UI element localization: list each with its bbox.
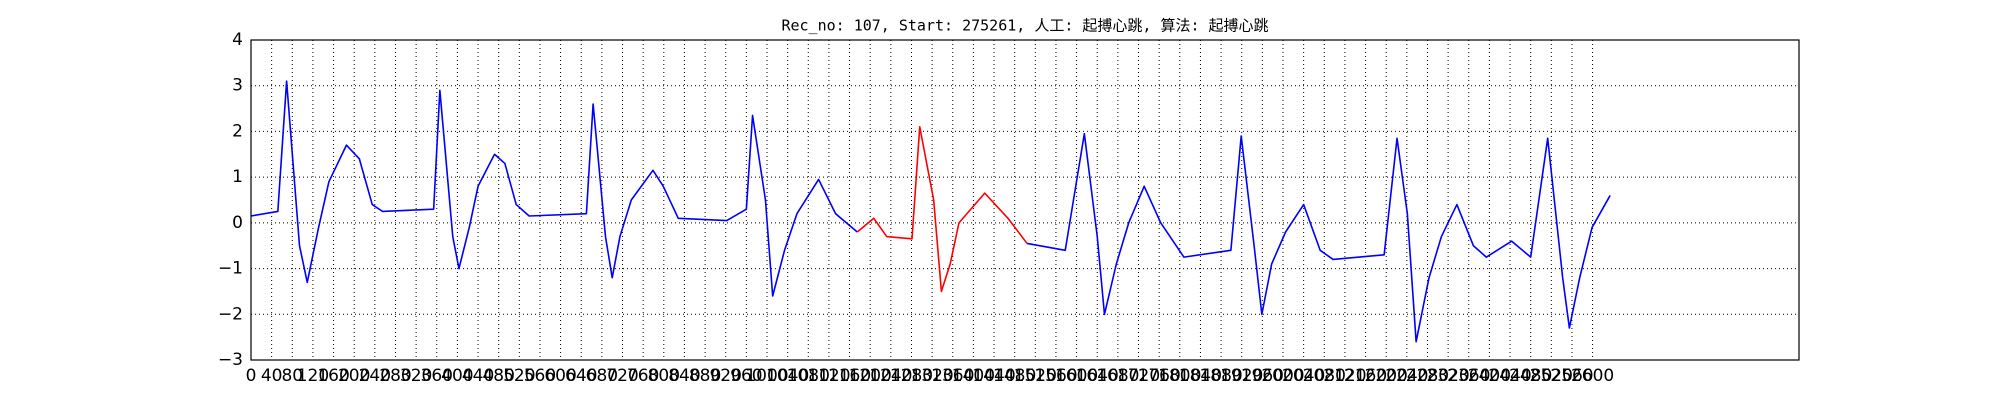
x-tick-label: 2280	[1406, 366, 1449, 386]
x-tick-label: 2080	[1303, 366, 1346, 386]
x-tick-label: 760	[627, 366, 659, 386]
x-tick-label: 2600	[1571, 366, 1614, 386]
plot-frame	[250, 39, 1800, 361]
x-tick-label: 1560	[1034, 366, 1077, 386]
ecg-line	[856, 126, 1028, 293]
x-tick-label: 2360	[1447, 366, 1490, 386]
x-tick-label: 1920	[1220, 366, 1263, 386]
x-tick-label: 1040	[766, 366, 809, 386]
x-tick-label: 880	[689, 366, 721, 386]
x-tick-label: 400	[441, 366, 473, 386]
x-tick-label: 1640	[1076, 366, 1119, 386]
x-tick-label: 1320	[910, 366, 953, 386]
x-tick-label: 680	[586, 366, 618, 386]
x-tick-label: 1080	[787, 366, 830, 386]
x-tick-label: 1960	[1241, 366, 1284, 386]
x-tick-label: 1160	[828, 366, 871, 386]
chart-title: Rec_no: 107, Start: 275261, 人工: 起搏心跳, 算法…	[781, 17, 1268, 35]
x-tick-label: 2240	[1385, 366, 1428, 386]
x-tick-label: 2480	[1509, 366, 1552, 386]
x-tick-label: 2120	[1323, 366, 1366, 386]
x-tick-label: 1480	[993, 366, 1036, 386]
ecg-line	[250, 80, 1611, 343]
x-tick-label: 960	[730, 366, 762, 386]
x-tick-label: 2560	[1550, 366, 1593, 386]
x-tick-label: 2200	[1365, 366, 1408, 386]
x-tick-label: 1200	[849, 366, 892, 386]
x-tick-label: 1600	[1055, 366, 1098, 386]
x-tick-label: 1840	[1179, 366, 1222, 386]
y-tick-label: −1	[218, 259, 243, 279]
x-tick-label: 40	[261, 366, 283, 386]
y-tick-label: −2	[218, 304, 243, 324]
x-tick-label: 640	[565, 366, 597, 386]
y-tick-label: −3	[218, 350, 243, 370]
x-tick-label: 720	[606, 366, 638, 386]
x-tick-label: 1760	[1138, 366, 1181, 386]
x-tick-label: 920	[709, 366, 741, 386]
x-tick-label: 840	[668, 366, 700, 386]
x-tick-label: 2320	[1426, 366, 1469, 386]
x-tick-label: 1880	[1199, 366, 1242, 386]
x-tick-label: 160	[317, 366, 349, 386]
x-tick-label: 1120	[807, 366, 850, 386]
x-tick-label: 2160	[1344, 366, 1387, 386]
x-tick-label: 0	[246, 366, 257, 386]
x-tick-label: 280	[379, 366, 411, 386]
x-tick-label: 1000	[745, 366, 788, 386]
x-tick-label: 360	[421, 366, 453, 386]
y-tick-label: 2	[232, 121, 243, 141]
x-tick-label: 1400	[952, 366, 995, 386]
x-tick-label: 1280	[890, 366, 933, 386]
x-tick-label: 2440	[1488, 366, 1531, 386]
x-tick-label: 560	[524, 366, 556, 386]
x-tick-label: 1680	[1096, 366, 1139, 386]
x-tick-label: 1720	[1117, 366, 1160, 386]
x-tick-label: 1520	[1014, 366, 1057, 386]
x-tick-label: 1440	[972, 366, 1015, 386]
x-tick-label: 1800	[1158, 366, 1201, 386]
x-tick-label: 1360	[931, 366, 974, 386]
x-tick-label: 2000	[1261, 366, 1304, 386]
x-tick-label: 120	[297, 366, 329, 386]
x-tick-label: 800	[648, 366, 680, 386]
x-tick-label: 2400	[1468, 366, 1511, 386]
y-tick-label: 3	[232, 76, 243, 96]
x-tick-label: 440	[462, 366, 494, 386]
x-tick-label: 600	[544, 366, 576, 386]
x-tick-label: 520	[503, 366, 535, 386]
x-tick-label: 1240	[869, 366, 912, 386]
x-tick-label: 320	[400, 366, 432, 386]
y-tick-label: 4	[232, 30, 243, 50]
y-tick-label: 0	[232, 213, 243, 233]
x-tick-label: 2520	[1530, 366, 1573, 386]
y-tick-label: 1	[232, 167, 243, 187]
x-tick-label: 80	[281, 366, 303, 386]
x-tick-label: 200	[338, 366, 370, 386]
x-tick-label: 480	[482, 366, 514, 386]
x-tick-label: 240	[359, 366, 391, 386]
x-tick-label: 2040	[1282, 366, 1325, 386]
